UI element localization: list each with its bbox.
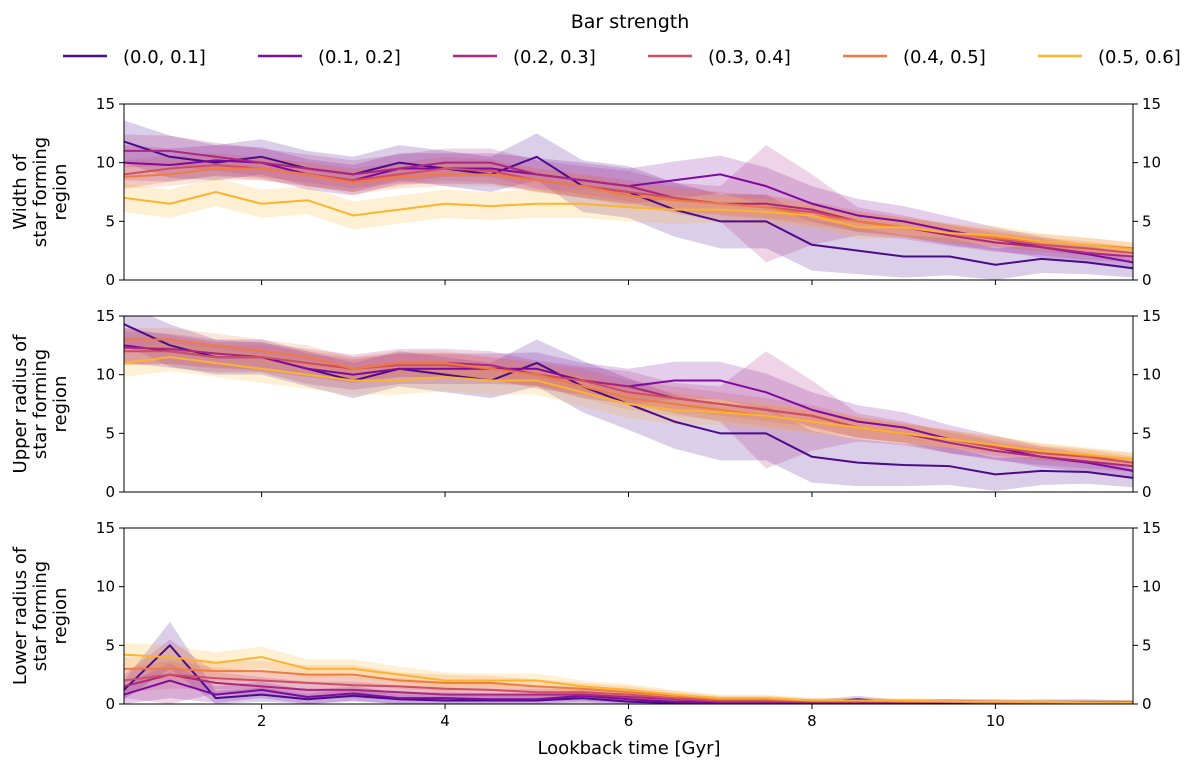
- legend-title: Bar strength: [571, 11, 690, 33]
- y-tick-label: 5: [105, 636, 115, 654]
- y-axis-label-line: Lower radius of: [10, 546, 31, 685]
- y-tick-label-right: 15: [1142, 307, 1161, 325]
- y-tick-label: 15: [96, 307, 115, 325]
- series-band: [124, 662, 1133, 704]
- y-tick-label: 10: [96, 578, 115, 596]
- series-band: [124, 660, 1133, 704]
- series-band: [124, 337, 1133, 469]
- y-axis-label: Width ofstar formingregion: [10, 137, 71, 247]
- x-tick-label: 4: [440, 712, 450, 730]
- y-axis-label-line: Upper radius of: [10, 334, 31, 474]
- y-tick-label: 10: [96, 154, 115, 172]
- legend-label: (0.2, 0.3]: [513, 47, 596, 68]
- y-tick-label-right: 0: [1142, 483, 1152, 501]
- y-tick-label-right: 5: [1142, 212, 1152, 230]
- y-tick-label-right: 15: [1142, 95, 1161, 113]
- y-tick-label: 5: [105, 424, 115, 442]
- y-axis-label-line: region: [50, 376, 71, 433]
- series-band: [124, 145, 1133, 270]
- y-tick-label-right: 5: [1142, 636, 1152, 654]
- x-tick-label: 2: [257, 712, 267, 730]
- y-axis-label-line: star forming: [30, 349, 51, 459]
- legend-label: (0.1, 0.2]: [318, 47, 401, 68]
- y-axis-label: Upper radius ofstar formingregion: [10, 334, 71, 474]
- series-band: [124, 156, 1133, 255]
- series-band: [124, 621, 1133, 704]
- y-tick-label: 15: [96, 95, 115, 113]
- series-line: [124, 653, 1133, 704]
- series-line: [124, 149, 1133, 258]
- y-tick-label: 0: [105, 271, 115, 289]
- x-tick-label: 8: [807, 712, 817, 730]
- y-tick-label-right: 15: [1142, 519, 1161, 537]
- y-axis-label-line: Width of: [10, 154, 31, 230]
- y-tick-label-right: 10: [1142, 578, 1161, 596]
- y-tick-label: 5: [105, 212, 115, 230]
- y-axis-label-line: star forming: [30, 561, 51, 671]
- x-tick-label: 6: [624, 712, 634, 730]
- y-tick-label-right: 0: [1142, 271, 1152, 289]
- series-band: [124, 120, 1133, 280]
- series-band: [124, 639, 1133, 704]
- legend-label: (0.0, 0.1]: [123, 47, 206, 68]
- legend-label: (0.4, 0.5]: [903, 47, 986, 68]
- series-line: [124, 191, 1133, 251]
- y-axis-label-line: region: [50, 164, 71, 221]
- series-band: [124, 177, 1133, 257]
- panel-1: 0 0 5 5 10 10 15 15 Width ofstar formingregion: [10, 95, 1161, 289]
- y-axis-label: Lower radius ofstar formingregion: [10, 546, 71, 685]
- series-line: [124, 356, 1133, 461]
- y-tick-label: 10: [96, 366, 115, 384]
- y-axis-label-line: star forming: [30, 137, 51, 247]
- y-tick-label: 0: [105, 695, 115, 713]
- plot-area: [124, 316, 1133, 491]
- legend: Bar strength (0.0, 0.1] (0.1, 0.2] (0.2, 0…: [63, 11, 1181, 68]
- y-axis-label-line: region: [50, 588, 71, 645]
- y-tick-label-right: 10: [1142, 366, 1161, 384]
- panel-3: 0 0 5 5 10 10 15 15 2 4 6 8 10 Lower radius ofstar fo…: [10, 519, 1161, 730]
- series-band: [124, 134, 1133, 263]
- legend-label: (0.3, 0.4]: [708, 47, 791, 68]
- y-tick-label-right: 5: [1142, 424, 1152, 442]
- panel-2: 0 0 5 5 10 10 15 15 Upper radius ofstar formingr…: [10, 307, 1161, 501]
- y-tick-label-right: 10: [1142, 154, 1161, 172]
- x-axis-label: Lookback time [Gyr]: [537, 738, 720, 759]
- y-tick-label-right: 0: [1142, 695, 1152, 713]
- x-tick-label: 10: [986, 712, 1005, 730]
- y-tick-label: 15: [96, 519, 115, 537]
- y-tick-label: 0: [105, 483, 115, 501]
- plot-area: [124, 621, 1133, 704]
- plot-area: [124, 120, 1133, 280]
- legend-label: (0.5, 0.6]: [1098, 47, 1181, 68]
